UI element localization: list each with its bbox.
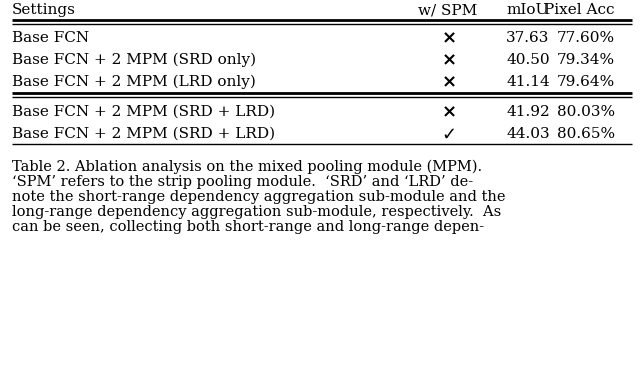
Text: 77.60%: 77.60% <box>557 31 615 45</box>
Text: 80.03%: 80.03% <box>557 105 615 119</box>
Text: Base FCN + 2 MPM (SRD only): Base FCN + 2 MPM (SRD only) <box>12 53 256 67</box>
Text: Base FCN + 2 MPM (SRD + LRD): Base FCN + 2 MPM (SRD + LRD) <box>12 127 275 141</box>
Text: 80.65%: 80.65% <box>557 127 615 141</box>
Text: long-range dependency aggregation sub-module, respectively.  As: long-range dependency aggregation sub-mo… <box>12 205 501 219</box>
Text: Settings: Settings <box>12 3 76 17</box>
Text: ‘SPM’ refers to the strip pooling module.  ‘SRD’ and ‘LRD’ de-: ‘SPM’ refers to the strip pooling module… <box>12 175 473 189</box>
Text: mIoU: mIoU <box>507 3 549 17</box>
Text: 44.03: 44.03 <box>506 127 550 141</box>
Text: Table 2. Ablation analysis on the mixed pooling module (MPM).: Table 2. Ablation analysis on the mixed … <box>12 160 482 174</box>
Text: Pixel Acc: Pixel Acc <box>545 3 615 17</box>
Text: Base FCN: Base FCN <box>12 31 89 45</box>
Text: 41.92: 41.92 <box>506 105 550 119</box>
Text: 40.50: 40.50 <box>506 53 550 67</box>
Text: Base FCN + 2 MPM (SRD + LRD): Base FCN + 2 MPM (SRD + LRD) <box>12 105 275 119</box>
Text: $\checkmark$: $\checkmark$ <box>441 125 455 143</box>
Text: 79.64%: 79.64% <box>557 75 615 89</box>
Text: $\boldsymbol{\times}$: $\boldsymbol{\times}$ <box>440 29 456 47</box>
Text: can be seen, collecting both short-range and long-range depen-: can be seen, collecting both short-range… <box>12 220 484 234</box>
Text: note the short-range dependency aggregation sub-module and the: note the short-range dependency aggregat… <box>12 190 506 204</box>
Text: 41.14: 41.14 <box>506 75 550 89</box>
Text: $\boldsymbol{\times}$: $\boldsymbol{\times}$ <box>440 51 456 69</box>
Text: w/ SPM: w/ SPM <box>419 3 477 17</box>
Text: $\boldsymbol{\times}$: $\boldsymbol{\times}$ <box>440 73 456 91</box>
Text: Base FCN + 2 MPM (LRD only): Base FCN + 2 MPM (LRD only) <box>12 75 256 89</box>
Text: 37.63: 37.63 <box>506 31 550 45</box>
Text: 79.34%: 79.34% <box>557 53 615 67</box>
Text: $\boldsymbol{\times}$: $\boldsymbol{\times}$ <box>440 103 456 121</box>
